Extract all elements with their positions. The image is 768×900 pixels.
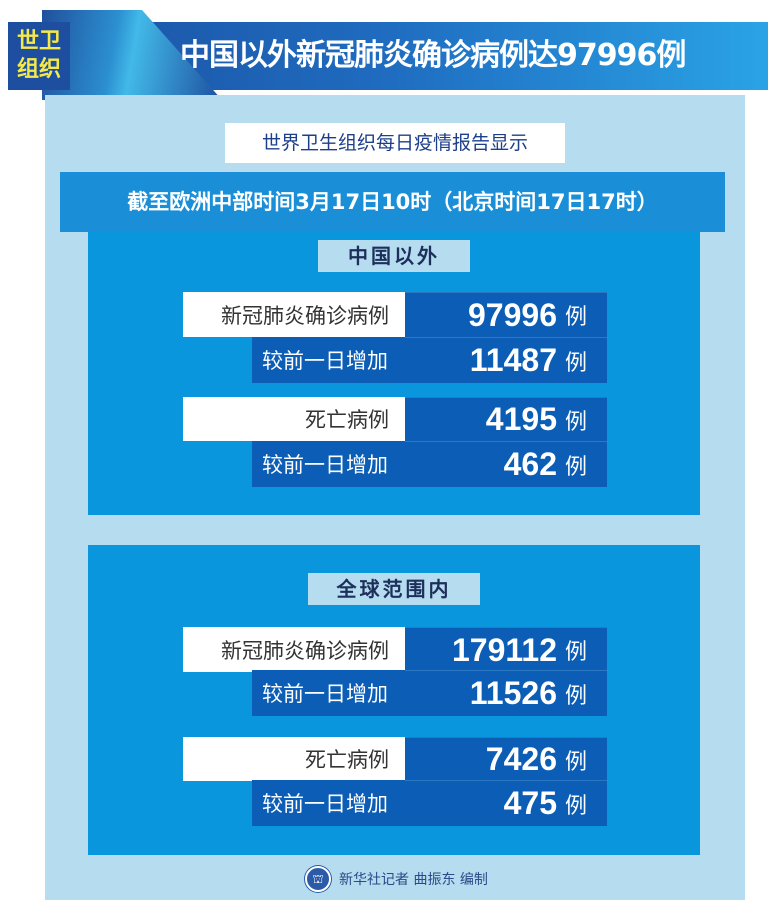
count: 11487	[469, 342, 557, 378]
row-value: 475 例	[405, 780, 607, 826]
row-value: 11487 例	[405, 337, 607, 383]
section-title: 中国以外	[318, 240, 470, 272]
unit: 例	[564, 749, 587, 775]
row-value: 4195 例	[405, 397, 607, 441]
count: 11526	[469, 675, 557, 711]
section-title: 全球范围内	[308, 573, 480, 605]
unit: 例	[564, 640, 587, 665]
row-label: 新冠肺炎确诊病例	[183, 292, 405, 337]
row-value: 179112 例	[405, 627, 607, 672]
row-label: 死亡病例	[183, 397, 405, 441]
row-label: 较前一日增加	[252, 670, 405, 716]
xinhua-logo-icon: ⛫	[305, 866, 331, 892]
row-label: 较前一日增加	[252, 441, 405, 487]
count: 475	[503, 785, 557, 821]
unit: 例	[564, 683, 587, 709]
row-label: 死亡病例	[183, 737, 405, 781]
page-title: 中国以外新冠肺炎确诊病例达97996例	[180, 38, 686, 73]
row-label: 较前一日增加	[252, 337, 405, 383]
unit: 例	[564, 305, 587, 330]
row-value: 11526 例	[405, 670, 607, 716]
unit: 例	[564, 454, 587, 480]
timestamp-band: 截至欧洲中部时间3月17日10时（北京时间17日17时）	[60, 172, 725, 232]
count: 7426	[485, 741, 557, 777]
count: 97996	[468, 296, 557, 333]
credit: 新华社记者 曲振东 编制	[339, 872, 488, 888]
count: 4195	[485, 401, 557, 437]
count: 179112	[451, 631, 557, 668]
row-label: 较前一日增加	[252, 780, 405, 826]
footer: ⛫ 新华社记者 曲振东 编制	[305, 866, 488, 892]
count: 462	[503, 446, 557, 482]
row-value: 97996 例	[405, 292, 607, 337]
row-value: 462 例	[405, 441, 607, 487]
subtitle: 世界卫生组织每日疫情报告显示	[225, 123, 565, 163]
unit: 例	[564, 350, 587, 376]
who-badge: 世卫组织	[8, 22, 70, 90]
row-label: 新冠肺炎确诊病例	[183, 627, 405, 672]
unit: 例	[564, 793, 587, 819]
unit: 例	[564, 409, 587, 435]
row-value: 7426 例	[405, 737, 607, 781]
